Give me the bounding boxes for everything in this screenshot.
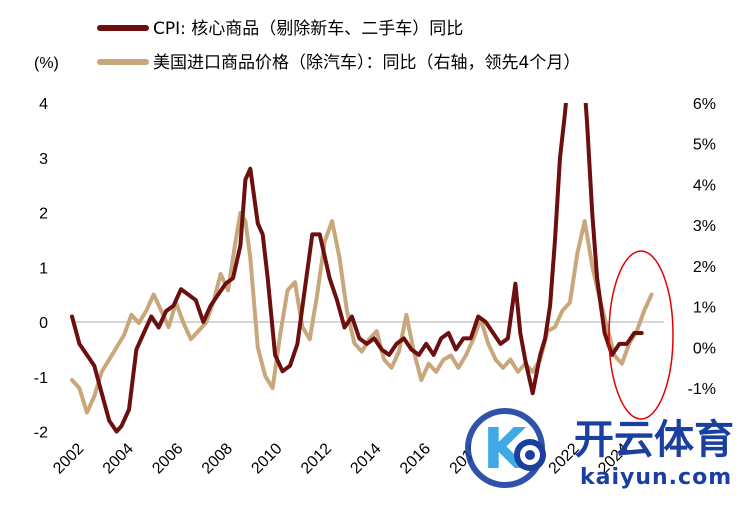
x-tick-label: 2004 <box>100 440 137 477</box>
series-line-cpi <box>70 103 644 434</box>
right-tick-label: 6% <box>693 96 716 113</box>
plot-area <box>70 103 654 434</box>
series-line-import <box>70 211 654 415</box>
left-tick-label: 2 <box>39 206 48 223</box>
legend: CPI: 核心商品（剔除新车、二手车）同比 美国进口商品价格（除汽车）：同比（右… <box>97 19 580 73</box>
right-tick-label: 5% <box>693 137 716 154</box>
right-tick-label: 2% <box>693 259 716 276</box>
right-axis-ticks: 6% 5% 4% 3% 2% 1% 0% -1% <box>688 96 716 398</box>
right-tick-label: 0% <box>693 340 716 357</box>
highlight-ellipse <box>608 250 674 420</box>
right-tick-label: -1% <box>688 381 716 398</box>
legend-label-cpi: CPI: 核心商品（剔除新车、二手车）同比 <box>153 19 463 39</box>
left-tick-label: 3 <box>39 151 48 168</box>
x-tick-label: 2002 <box>50 440 87 477</box>
x-tick-label: 2008 <box>199 440 236 477</box>
x-tick-label: 2012 <box>298 440 335 477</box>
left-tick-label: 0 <box>39 315 48 332</box>
left-tick-label: 4 <box>39 96 48 113</box>
left-tick-label: -1 <box>34 370 48 387</box>
x-tick-label: 2010 <box>248 440 285 477</box>
legend-label-import: 美国进口商品价格（除汽车）：同比（右轴，领先4个月） <box>153 53 580 73</box>
left-axis-unit-label: (%) <box>34 55 59 72</box>
watermark: K 开云体育 kaiyun.com <box>465 408 734 490</box>
left-axis-ticks: 4 3 2 1 0 -1 -2 <box>34 96 48 442</box>
x-tick-label: 2006 <box>149 440 186 477</box>
left-tick-label: 1 <box>39 260 48 277</box>
x-tick-label: 2016 <box>397 440 434 477</box>
x-tick-label: 2014 <box>347 440 384 477</box>
watermark-name-en: kaiyun.com <box>580 465 732 490</box>
right-tick-label: 4% <box>693 177 716 194</box>
watermark-name-cn: 开云体育 <box>574 417 734 463</box>
watermark-logo-icon: K <box>465 408 546 488</box>
left-tick-label: -2 <box>34 425 48 442</box>
right-tick-label: 1% <box>693 300 716 317</box>
right-tick-label: 3% <box>693 218 716 235</box>
